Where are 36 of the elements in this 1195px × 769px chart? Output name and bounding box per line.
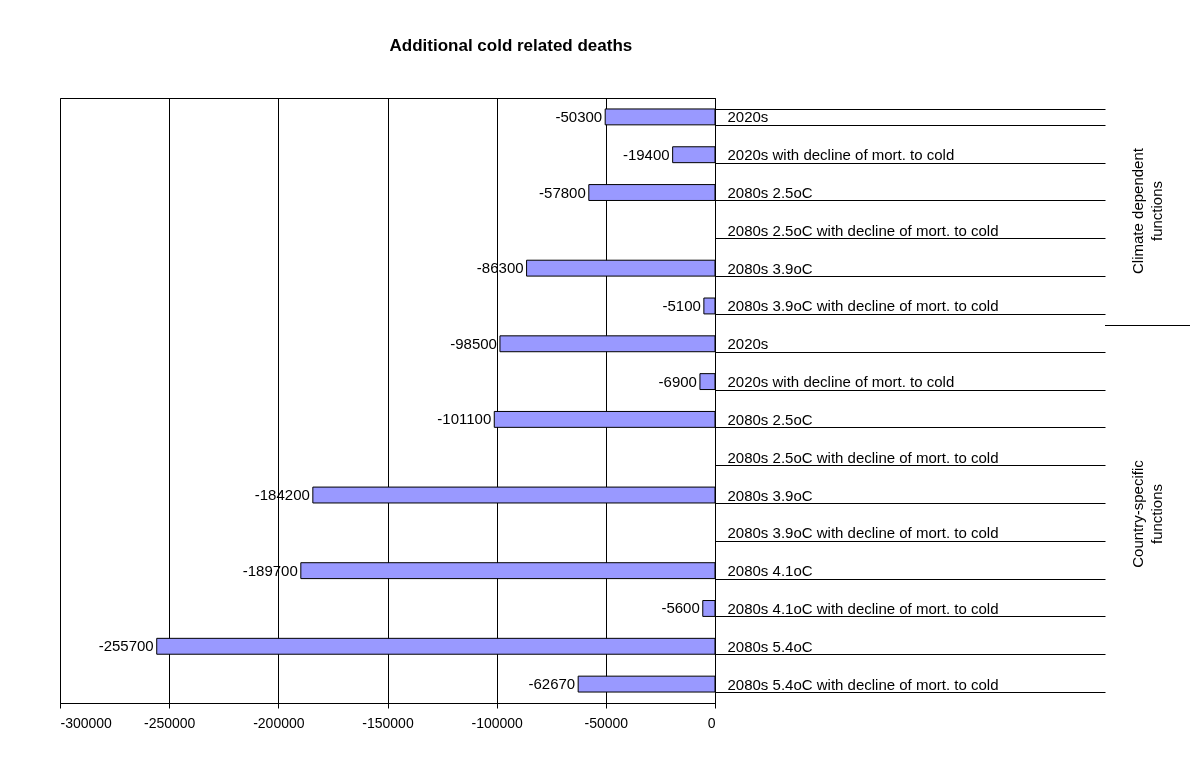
x-tick-label: -100000 [471, 714, 524, 731]
y-tick-label: 2080s 3.9oC with decline of mort. to cold [727, 524, 999, 542]
y-tick-label: 2080s 5.4oC [727, 637, 813, 655]
x-tick-label: -200000 [253, 714, 305, 731]
data-label: -6900 [658, 372, 697, 390]
text: Country-specific functions [1128, 459, 1166, 570]
data-label: -98500 [450, 334, 497, 352]
y-tick-label: 2020s with decline of mort. to cold [727, 373, 955, 391]
y-tick-label: 2080s 2.5oC with decline of mort. to cold [727, 221, 999, 239]
y-tick-label: 2080s 3.9oC with decline of mort. to cold [727, 297, 999, 315]
data-label: -62670 [528, 675, 576, 693]
data-label: -50300 [555, 107, 603, 125]
x-tick-label: -150000 [362, 714, 414, 731]
y-tick-label: 2080s 2.5oC [727, 410, 813, 428]
y-tick-label: 2080s 3.9oC [727, 259, 813, 277]
y-tick-label: 2080s 4.1oC [727, 562, 813, 580]
data-label: -19400 [622, 145, 670, 163]
x-tick-label: -250000 [143, 714, 196, 731]
data-label: -57800 [539, 183, 586, 201]
y-tick-label: 2080s 2.5oC with decline of mort. to cold [727, 448, 999, 466]
chart-title: Additional cold related deaths [389, 36, 633, 55]
y-tick-label: 2020s [727, 108, 769, 126]
y-tick-label: 2020s with decline of mort. to cold [727, 146, 955, 164]
text: Climate dependent functions [1128, 147, 1166, 277]
y-tick-label: 2080s 3.9oC [727, 486, 813, 504]
y-tick-label: 2080s 2.5oC [727, 184, 813, 202]
data-label: -255700 [98, 637, 154, 655]
x-tick-label: 0 [707, 714, 716, 731]
y-tick-label: 2080s 5.4oC with decline of mort. to cold [727, 675, 999, 693]
data-label: -101100 [437, 410, 492, 428]
data-label: -5600 [661, 599, 700, 617]
y-tick-label: 2020s [727, 335, 769, 353]
data-label: -5100 [662, 296, 701, 314]
x-tick-label: -300000 [60, 714, 113, 731]
y-tick-label: 2080s 4.1oC with decline of mort. to cold [727, 599, 999, 617]
x-tick-label: -50000 [584, 714, 629, 731]
